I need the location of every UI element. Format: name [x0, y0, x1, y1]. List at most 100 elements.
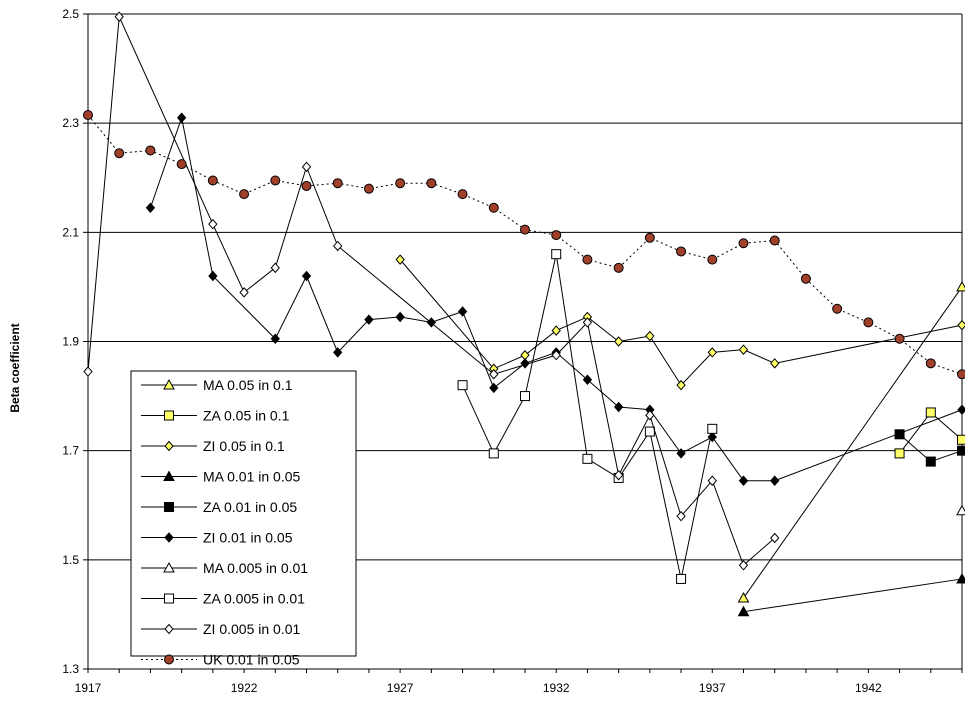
legend-item: MA 0.005 in 0.01	[141, 560, 308, 576]
data-point	[488, 202, 499, 213]
data-point	[956, 280, 965, 292]
data-point	[957, 445, 965, 456]
data-point	[738, 344, 749, 355]
y-tick-label: 1.5	[62, 553, 79, 567]
legend-item: UK 0.01 in 0.05	[141, 652, 300, 668]
data-point	[363, 183, 374, 194]
legend-item: MA 0.01 in 0.05	[141, 469, 301, 485]
data-point	[364, 314, 374, 325]
data-point	[957, 369, 965, 380]
legend: MA 0.05 in 0.1 ZA 0.05 in 0.1 ZI 0.05 in 0…	[130, 370, 357, 668]
data-point	[676, 573, 687, 584]
legend-label: ZA 0.05 in 0.1	[203, 408, 290, 424]
data-point	[925, 456, 936, 467]
data-point	[957, 434, 965, 445]
legend-label: ZA 0.005 in 0.01	[203, 591, 305, 607]
data-point	[301, 161, 312, 173]
series-line	[462, 254, 713, 580]
data-point	[613, 262, 624, 273]
data-point	[613, 469, 624, 481]
data-point	[114, 11, 124, 22]
data-point	[956, 504, 965, 516]
data-point	[770, 532, 780, 544]
data-point	[894, 333, 905, 344]
x-tick-label: 1917	[75, 681, 102, 695]
data-point	[208, 218, 218, 230]
series-line	[87, 14, 776, 567]
series-9	[83, 109, 965, 380]
data-point	[520, 391, 530, 402]
series-2	[395, 254, 965, 391]
data-point	[176, 159, 187, 170]
legend-item: ZI 0.005 in 0.01	[141, 621, 301, 637]
data-point	[832, 303, 843, 314]
series-4	[894, 429, 965, 467]
data-point	[800, 273, 811, 284]
series-7	[457, 249, 718, 584]
data-point	[83, 366, 93, 377]
y-tick-label: 1.7	[62, 444, 79, 458]
data-point	[676, 510, 686, 522]
data-point	[863, 317, 874, 328]
legend-marker	[164, 440, 174, 452]
series-line	[743, 286, 963, 599]
data-point	[645, 409, 655, 421]
legend-marker	[163, 561, 175, 573]
data-point	[333, 347, 343, 358]
data-point	[208, 270, 218, 282]
x-tick-labels: 1917 1922 1927 1932 1937 1942	[75, 681, 882, 695]
y-tick-label: 2.1	[62, 225, 79, 239]
series-line	[87, 114, 963, 375]
y-tick-label: 2.3	[62, 116, 79, 130]
legend-item: ZI 0.01 in 0.05	[141, 530, 293, 546]
axes	[83, 13, 963, 673]
data-point	[582, 374, 593, 385]
data-point	[489, 382, 499, 394]
legend-item: ZA 0.005 in 0.01	[141, 591, 305, 607]
data-point	[644, 232, 655, 243]
data-point	[488, 448, 499, 459]
series-0	[737, 280, 965, 603]
x-tick-label: 1927	[387, 681, 414, 695]
legend-marker	[164, 654, 174, 665]
data-point	[207, 175, 218, 186]
data-point	[520, 224, 530, 235]
data-point	[270, 333, 280, 345]
data-point	[676, 379, 686, 391]
data-point	[457, 380, 468, 391]
series-line	[899, 411, 963, 454]
legend-label: MA 0.005 in 0.01	[203, 560, 308, 576]
data-point	[551, 249, 562, 260]
series-6	[956, 504, 965, 516]
data-point	[707, 423, 718, 434]
legend-marker	[163, 378, 175, 390]
data-point	[395, 311, 405, 323]
data-point	[551, 230, 562, 241]
data-point	[395, 254, 405, 265]
y-tick-label: 1.3	[62, 662, 79, 676]
data-point	[457, 306, 468, 317]
series-line	[743, 578, 963, 613]
data-point	[770, 475, 780, 486]
legend-label: UK 0.01 in 0.05	[203, 652, 300, 668]
data-point	[644, 426, 655, 437]
data-point	[738, 238, 749, 249]
legend-label: MA 0.01 in 0.05	[203, 469, 301, 485]
data-point	[270, 175, 281, 186]
data-point	[894, 429, 905, 440]
series-3	[737, 572, 965, 617]
data-point	[333, 240, 343, 252]
data-point	[301, 180, 312, 191]
data-point	[957, 404, 965, 415]
data-point	[301, 270, 312, 282]
x-tick-label: 1937	[699, 681, 726, 695]
legend-item: MA 0.05 in 0.1	[141, 377, 293, 393]
legend-label: MA 0.05 in 0.1	[203, 377, 293, 393]
series-line	[399, 259, 963, 386]
x-tick-label: 1942	[855, 681, 882, 695]
data-point	[457, 189, 468, 200]
data-point	[332, 178, 343, 189]
data-point	[738, 475, 749, 486]
data-point	[769, 235, 780, 246]
